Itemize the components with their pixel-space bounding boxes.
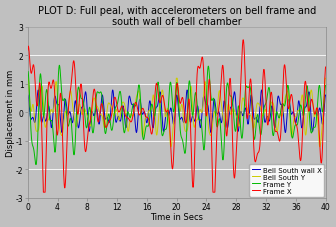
Line: Bell South Y: Bell South Y — [28, 79, 326, 147]
Frame Y — [300, 107, 304, 110]
Frame X — [300, 149, 304, 152]
Bell South wall X — [167, 113, 171, 115]
Frame Y — [314, 116, 319, 119]
Bell South wall X — [283, 131, 287, 134]
Frame Y — [57, 64, 61, 67]
Bell South wall X — [324, 94, 328, 97]
Bell South wall X — [26, 94, 30, 97]
Bell South wall X — [242, 111, 246, 114]
Frame Y — [153, 111, 157, 113]
Bell South wall X — [36, 89, 40, 92]
Frame Y — [167, 89, 171, 92]
Frame X — [324, 66, 328, 69]
Legend: Bell South wall X, Bell South Y, Frame Y, Frame X: Bell South wall X, Bell South Y, Frame Y… — [249, 164, 324, 197]
Bell South Y — [167, 128, 171, 131]
Frame Y — [324, 85, 328, 87]
Bell South Y — [300, 96, 304, 99]
Bell South Y — [314, 107, 319, 110]
Line: Frame X: Frame X — [28, 41, 326, 192]
Line: Frame Y: Frame Y — [28, 66, 326, 165]
Bell South wall X — [314, 113, 319, 116]
Bell South wall X — [153, 109, 157, 112]
Frame Y — [242, 106, 246, 108]
Bell South Y — [242, 100, 246, 103]
Frame X — [41, 191, 45, 194]
X-axis label: Time in Secs: Time in Secs — [150, 212, 203, 222]
Bell South Y — [26, 77, 30, 80]
Y-axis label: Displacement in mm: Displacement in mm — [6, 69, 14, 156]
Title: PLOT D: Full peal, with accelerometers on bell frame and
south wall of bell cham: PLOT D: Full peal, with accelerometers o… — [38, 5, 316, 27]
Bell South wall X — [151, 127, 155, 130]
Bell South wall X — [300, 127, 304, 130]
Frame Y — [151, 108, 155, 111]
Frame X — [242, 51, 246, 53]
Frame Y — [26, 71, 30, 74]
Bell South Y — [151, 95, 155, 98]
Frame Y — [34, 163, 38, 166]
Frame X — [151, 126, 155, 128]
Frame X — [314, 108, 319, 111]
Frame X — [167, 118, 171, 121]
Frame X — [241, 39, 245, 42]
Frame X — [26, 50, 30, 52]
Bell South Y — [169, 146, 173, 148]
Bell South Y — [153, 118, 157, 121]
Line: Bell South wall X: Bell South wall X — [28, 91, 326, 133]
Bell South Y — [324, 77, 328, 80]
Frame X — [153, 90, 157, 93]
